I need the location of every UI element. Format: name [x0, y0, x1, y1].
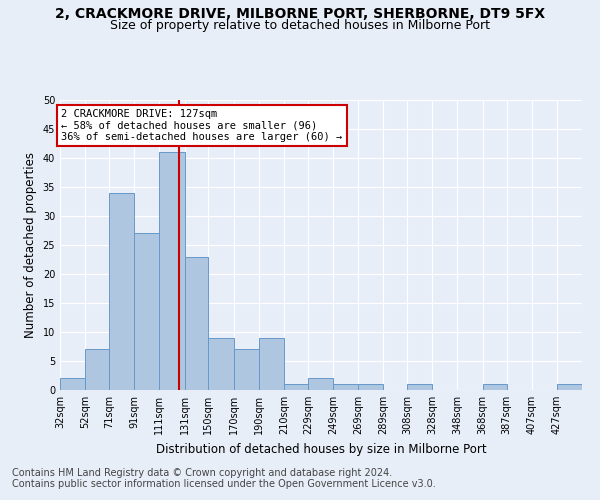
Y-axis label: Number of detached properties: Number of detached properties — [24, 152, 37, 338]
Bar — [333, 384, 358, 390]
Bar — [557, 384, 582, 390]
Text: 2 CRACKMORE DRIVE: 127sqm
← 58% of detached houses are smaller (96)
36% of semi-: 2 CRACKMORE DRIVE: 127sqm ← 58% of detac… — [61, 108, 343, 142]
Text: 2, CRACKMORE DRIVE, MILBORNE PORT, SHERBORNE, DT9 5FX: 2, CRACKMORE DRIVE, MILBORNE PORT, SHERB… — [55, 8, 545, 22]
Bar — [208, 338, 233, 390]
Text: Size of property relative to detached houses in Milborne Port: Size of property relative to detached ho… — [110, 19, 490, 32]
Bar — [60, 378, 85, 390]
Text: Contains HM Land Registry data © Crown copyright and database right 2024.: Contains HM Land Registry data © Crown c… — [12, 468, 392, 477]
Bar — [407, 384, 433, 390]
Bar — [308, 378, 333, 390]
Text: Distribution of detached houses by size in Milborne Port: Distribution of detached houses by size … — [155, 442, 487, 456]
Bar — [284, 384, 308, 390]
Bar — [358, 384, 383, 390]
Bar — [160, 152, 185, 390]
Bar — [109, 193, 134, 390]
Bar — [185, 256, 208, 390]
Bar — [85, 350, 109, 390]
Bar — [134, 234, 160, 390]
Bar — [259, 338, 284, 390]
Bar — [482, 384, 506, 390]
Text: Contains public sector information licensed under the Open Government Licence v3: Contains public sector information licen… — [12, 479, 436, 489]
Bar — [233, 350, 259, 390]
